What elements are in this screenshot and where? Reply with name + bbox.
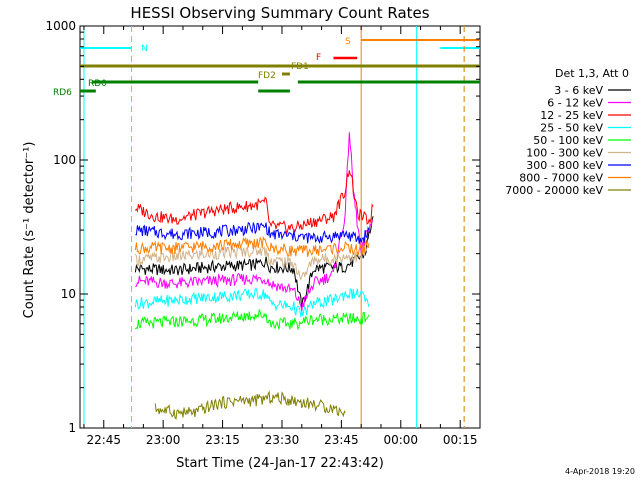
series-line xyxy=(134,216,374,312)
marker-label: N xyxy=(141,44,148,54)
marker-label: S xyxy=(345,37,351,47)
y-tick-label: 1 xyxy=(68,421,76,435)
x-tick-label: 23:30 xyxy=(265,433,300,447)
marker-rd6: RD6 xyxy=(53,88,290,98)
footer-date: 4-Apr-2018 19:20 xyxy=(565,467,635,476)
marker-n: N xyxy=(80,26,480,428)
legend-label: 7000 - 20000 keV xyxy=(505,184,603,197)
legend-label: 6 - 12 keV xyxy=(547,97,603,110)
marker-label: FD2 xyxy=(258,71,276,81)
legend-label: 50 - 100 keV xyxy=(533,134,603,147)
plot-area xyxy=(79,25,481,429)
series-line xyxy=(135,132,374,312)
legend-label: 300 - 800 keV xyxy=(526,159,603,172)
series-line xyxy=(135,308,370,330)
legend-label: 3 - 6 keV xyxy=(554,84,603,97)
marker-label: RD0 xyxy=(88,79,107,89)
chart-title: HESSI Observing Summary Count Rates xyxy=(130,4,429,22)
marker-fd1: FD1 xyxy=(80,62,480,72)
x-tick-label: 23:45 xyxy=(324,433,359,447)
legend-label: 800 - 7000 keV xyxy=(519,172,603,185)
legend-title: Det 1,3, Att 0 xyxy=(555,67,629,80)
x-tick-label: 00:15 xyxy=(443,433,478,447)
marker-s: S xyxy=(345,26,480,428)
series-line xyxy=(135,222,370,245)
count-rate-series xyxy=(134,132,374,420)
series-line xyxy=(134,170,374,236)
instrument-markers: N S F FD1 FD2 RD0 RD6 xyxy=(53,26,480,428)
legend-label: 12 - 25 keV xyxy=(540,109,603,122)
series-line xyxy=(134,235,370,257)
marker-label: FD1 xyxy=(291,62,309,72)
x-tick-label: 23:15 xyxy=(205,433,240,447)
x-tick-label: 22:45 xyxy=(86,433,121,447)
marker-label: RD6 xyxy=(53,88,72,98)
y-tick-label: 10 xyxy=(61,287,76,301)
legend-label: 25 - 50 keV xyxy=(540,122,603,135)
marker-fd2: FD2 xyxy=(258,71,290,81)
y-tick-label: 1000 xyxy=(45,19,76,33)
x-tick-label: 00:00 xyxy=(383,433,418,447)
x-axis-ticks: 22:45 23:00 23:15 23:30 23:45 00:00 00:15 xyxy=(83,26,481,447)
legend-label: 100 - 300 keV xyxy=(526,147,603,160)
series-line xyxy=(134,245,370,281)
y-tick-label: 100 xyxy=(53,153,76,167)
marker-f: F xyxy=(316,53,358,63)
x-tick-label: 23:00 xyxy=(146,433,181,447)
marker-rd0: RD0 xyxy=(88,79,480,89)
series-line xyxy=(154,390,346,420)
series-line xyxy=(134,287,370,318)
x-axis-label: Start Time (24-Jan-17 22:43:42) xyxy=(176,456,384,471)
marker-label: F xyxy=(316,53,321,63)
y-axis-label: Count Rate (s⁻¹ detector⁻¹) xyxy=(22,142,37,319)
y-axis-ticks: 1 10 100 1000 xyxy=(45,19,480,435)
